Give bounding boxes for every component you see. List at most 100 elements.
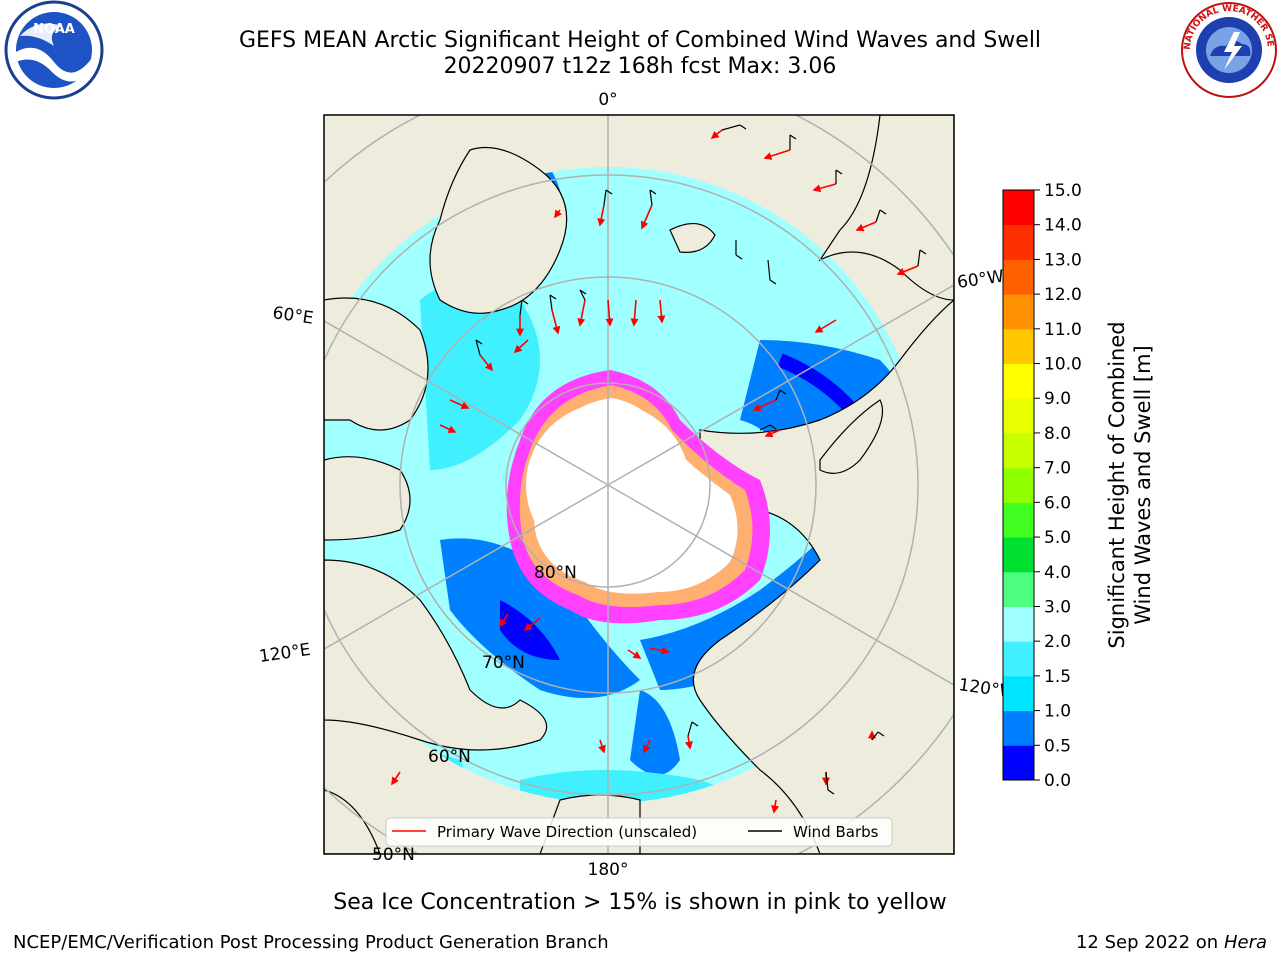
colorbar-tick-label: 1.5 [1044,667,1071,687]
wind-barb [825,771,829,791]
colorbar-segment [1003,259,1034,295]
credit-host: Hera [1223,932,1267,953]
map-legend: Primary Wave Direction (unscaled) Wind B… [385,817,893,847]
meridian-120e [324,484,609,651]
wind-barb [519,299,523,316]
nws-logo-icon: NATIONAL WEATHER SERVICE [1178,0,1277,98]
colorbar-tick-label: 13.0 [1044,250,1082,270]
wave-arrow [649,646,670,655]
wave-arrow [479,354,493,372]
wind-barb [775,389,781,401]
wave-arrow [499,613,509,628]
colorbar-tick-label: 5.0 [1044,528,1071,548]
wind-barb [759,424,771,431]
colorbar-tick-label: 14.0 [1044,216,1082,236]
wave-arrow [855,221,877,232]
alaska-landmass [324,559,548,751]
colorbar-segment [1003,432,1034,469]
colorbar-segment [1003,294,1034,330]
wind-barb-flag [877,731,885,737]
chart-title: GEFS MEAN Arctic Significant Height of C… [238,28,1042,53]
wave-arrow [763,149,791,160]
wind-barb [721,124,741,131]
lat-label-50: 50°N [372,845,415,865]
colorbar-ticks: 0.0 0.5 1.0 1.5 2.0 3.0 4.0 5.0 6.0 7.0 8.0 9.0 10.0… [1034,181,1082,791]
colorbar-tick-label: 1.0 [1044,702,1071,722]
wave-direction-arrows [391,129,919,814]
wind-barb-flag [879,209,887,215]
wind-barb-flag [521,299,529,305]
wind-barb-flag [735,254,743,260]
wind-barb [579,289,586,301]
wave-arrow [685,735,693,750]
lon-label-180: 180° [588,860,629,880]
svalbard-landmass [669,223,716,253]
wind-barb-flag [769,279,777,285]
wind-barb-flag [769,424,777,430]
lon-label-120e: 120°E [258,640,312,667]
wind-barb [475,339,481,356]
wind-barbs [475,124,927,795]
wave-arrow [523,617,541,631]
wind-barb-flag [835,169,843,175]
colorbar-segment [1003,328,1034,365]
wave-arrow [657,299,666,324]
wave-arrow [764,429,781,438]
colorbar-label: Significant Height of Combined Wind Wave… [1105,321,1155,648]
wave-arrow [630,299,639,327]
wave-arrow [752,399,777,411]
colorbar-tick-label: 2.0 [1044,632,1071,652]
lon-label-0: 0° [598,90,617,110]
colorbar-label-line1: Significant Height of Combined [1105,321,1129,648]
scandinavia-landmass [818,115,954,301]
wave-arrow [554,209,562,219]
wave-arrow [449,399,470,410]
wave-arrow [814,319,837,333]
colorbar-tick-label: 12.0 [1044,285,1082,305]
colorbar-segment [1003,675,1034,712]
colorbar-segment [1003,606,1034,642]
meridian-60w [607,284,954,486]
colorbar-tick-label: 0.5 [1044,736,1071,756]
credit-date: 12 Sep 2022 on Hera [1076,932,1267,953]
wave-arrow [597,204,606,227]
wind-barb [871,731,879,741]
colorbar-label-line2: Wind Waves and Swell [m] [1131,345,1155,625]
siberia-landmass [692,299,954,854]
colorbar-segment [1003,537,1034,573]
colorbar-segment [1003,398,1034,434]
colorbar-tick-label: 11.0 [1044,320,1082,340]
colorbar-tick-label: 10.0 [1044,355,1082,375]
noaa-logo-icon: NOAA [4,0,104,100]
wave-arrow [551,309,561,335]
legend-barb-label: Wind Barbs [793,823,879,841]
colorbar-tick-label: 3.0 [1044,597,1071,617]
wind-barb [917,249,921,267]
meridian-120w [607,484,954,686]
colorbar-segment [1003,571,1034,607]
wind-barb [687,721,693,737]
wave-arrow [771,799,779,814]
wind-barb [549,294,553,311]
wave-arrow [640,204,653,230]
wind-barb-flag [827,789,835,795]
wave-arrow [439,424,457,433]
wave-arrow [710,129,723,139]
svg-text:NOAA: NOAA [33,22,75,37]
wind-barb [649,189,653,206]
map-frame [323,114,955,855]
colorbar-tick-label: 7.0 [1044,459,1071,479]
wind-barb [767,259,771,281]
lat-label-70: 70°N [482,653,525,673]
legend-wave-label: Primary Wave Direction (unscaled) [437,823,697,841]
lon-label-60e: 60°E [271,303,314,328]
lat-label-80: 80°N [534,563,577,583]
wind-barb-flag [475,339,483,345]
colorbar-segment [1003,745,1034,781]
wind-barb [875,209,881,223]
colorbar-segment [1003,190,1034,226]
colorbar-segment [1003,224,1034,260]
wind-barb-flag [739,124,747,130]
wave-arrow [577,299,586,327]
